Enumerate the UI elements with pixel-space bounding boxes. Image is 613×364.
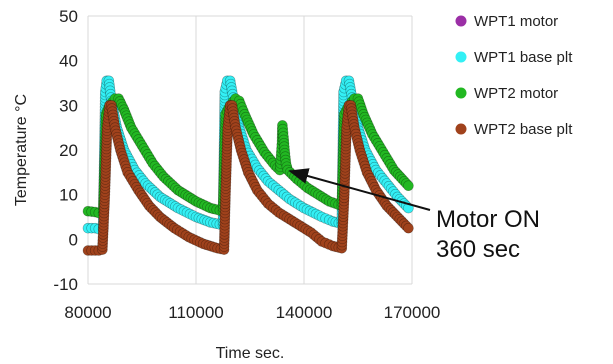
y-tick-label-2: 10 [59, 186, 78, 205]
annotation-arrow [288, 168, 431, 211]
legend: WPT1 motor WPT1 base plt WPT2 motor WPT2 ba… [455, 13, 573, 138]
y-tick-label-5: 40 [59, 52, 78, 71]
legend-label-2: WPT2 motor [474, 85, 558, 102]
y-tick-label-4: 30 [59, 96, 78, 115]
x-tick-label-3: 170000 [384, 303, 441, 322]
series-layer [82, 75, 414, 256]
x-tick-label-2: 140000 [276, 303, 333, 322]
y-tick-label-0: -10 [53, 275, 78, 294]
legend-marker-2 [455, 87, 467, 99]
data-point [403, 222, 414, 234]
x-tick-label-0: 80000 [64, 303, 111, 322]
annotation-text-1: 360 sec [436, 236, 520, 263]
annotation-text-0: Motor ON [436, 206, 540, 233]
tick-labels: 80000 110000 140000 170000 -10 0 10 20 30 40 50 [53, 7, 440, 322]
x-axis-label: Time sec. [216, 345, 285, 362]
series-3 [82, 100, 414, 256]
data-point [403, 180, 414, 192]
gridlines [87, 15, 413, 285]
legend-label-0: WPT1 motor [474, 13, 558, 30]
legend-marker-0 [455, 15, 467, 27]
y-tick-label-1: 0 [69, 230, 78, 249]
legend-marker-1 [455, 51, 467, 63]
y-tick-label-3: 20 [59, 141, 78, 160]
legend-label-1: WPT1 base plt [474, 49, 573, 66]
legend-label-3: WPT2 base plt [474, 121, 573, 138]
y-tick-label-6: 50 [59, 7, 78, 26]
legend-marker-3 [455, 123, 467, 135]
y-axis-label: Temperature °C [13, 94, 30, 206]
x-tick-label-1: 110000 [168, 303, 223, 322]
annotation: Motor ON 360 sec [288, 168, 540, 263]
